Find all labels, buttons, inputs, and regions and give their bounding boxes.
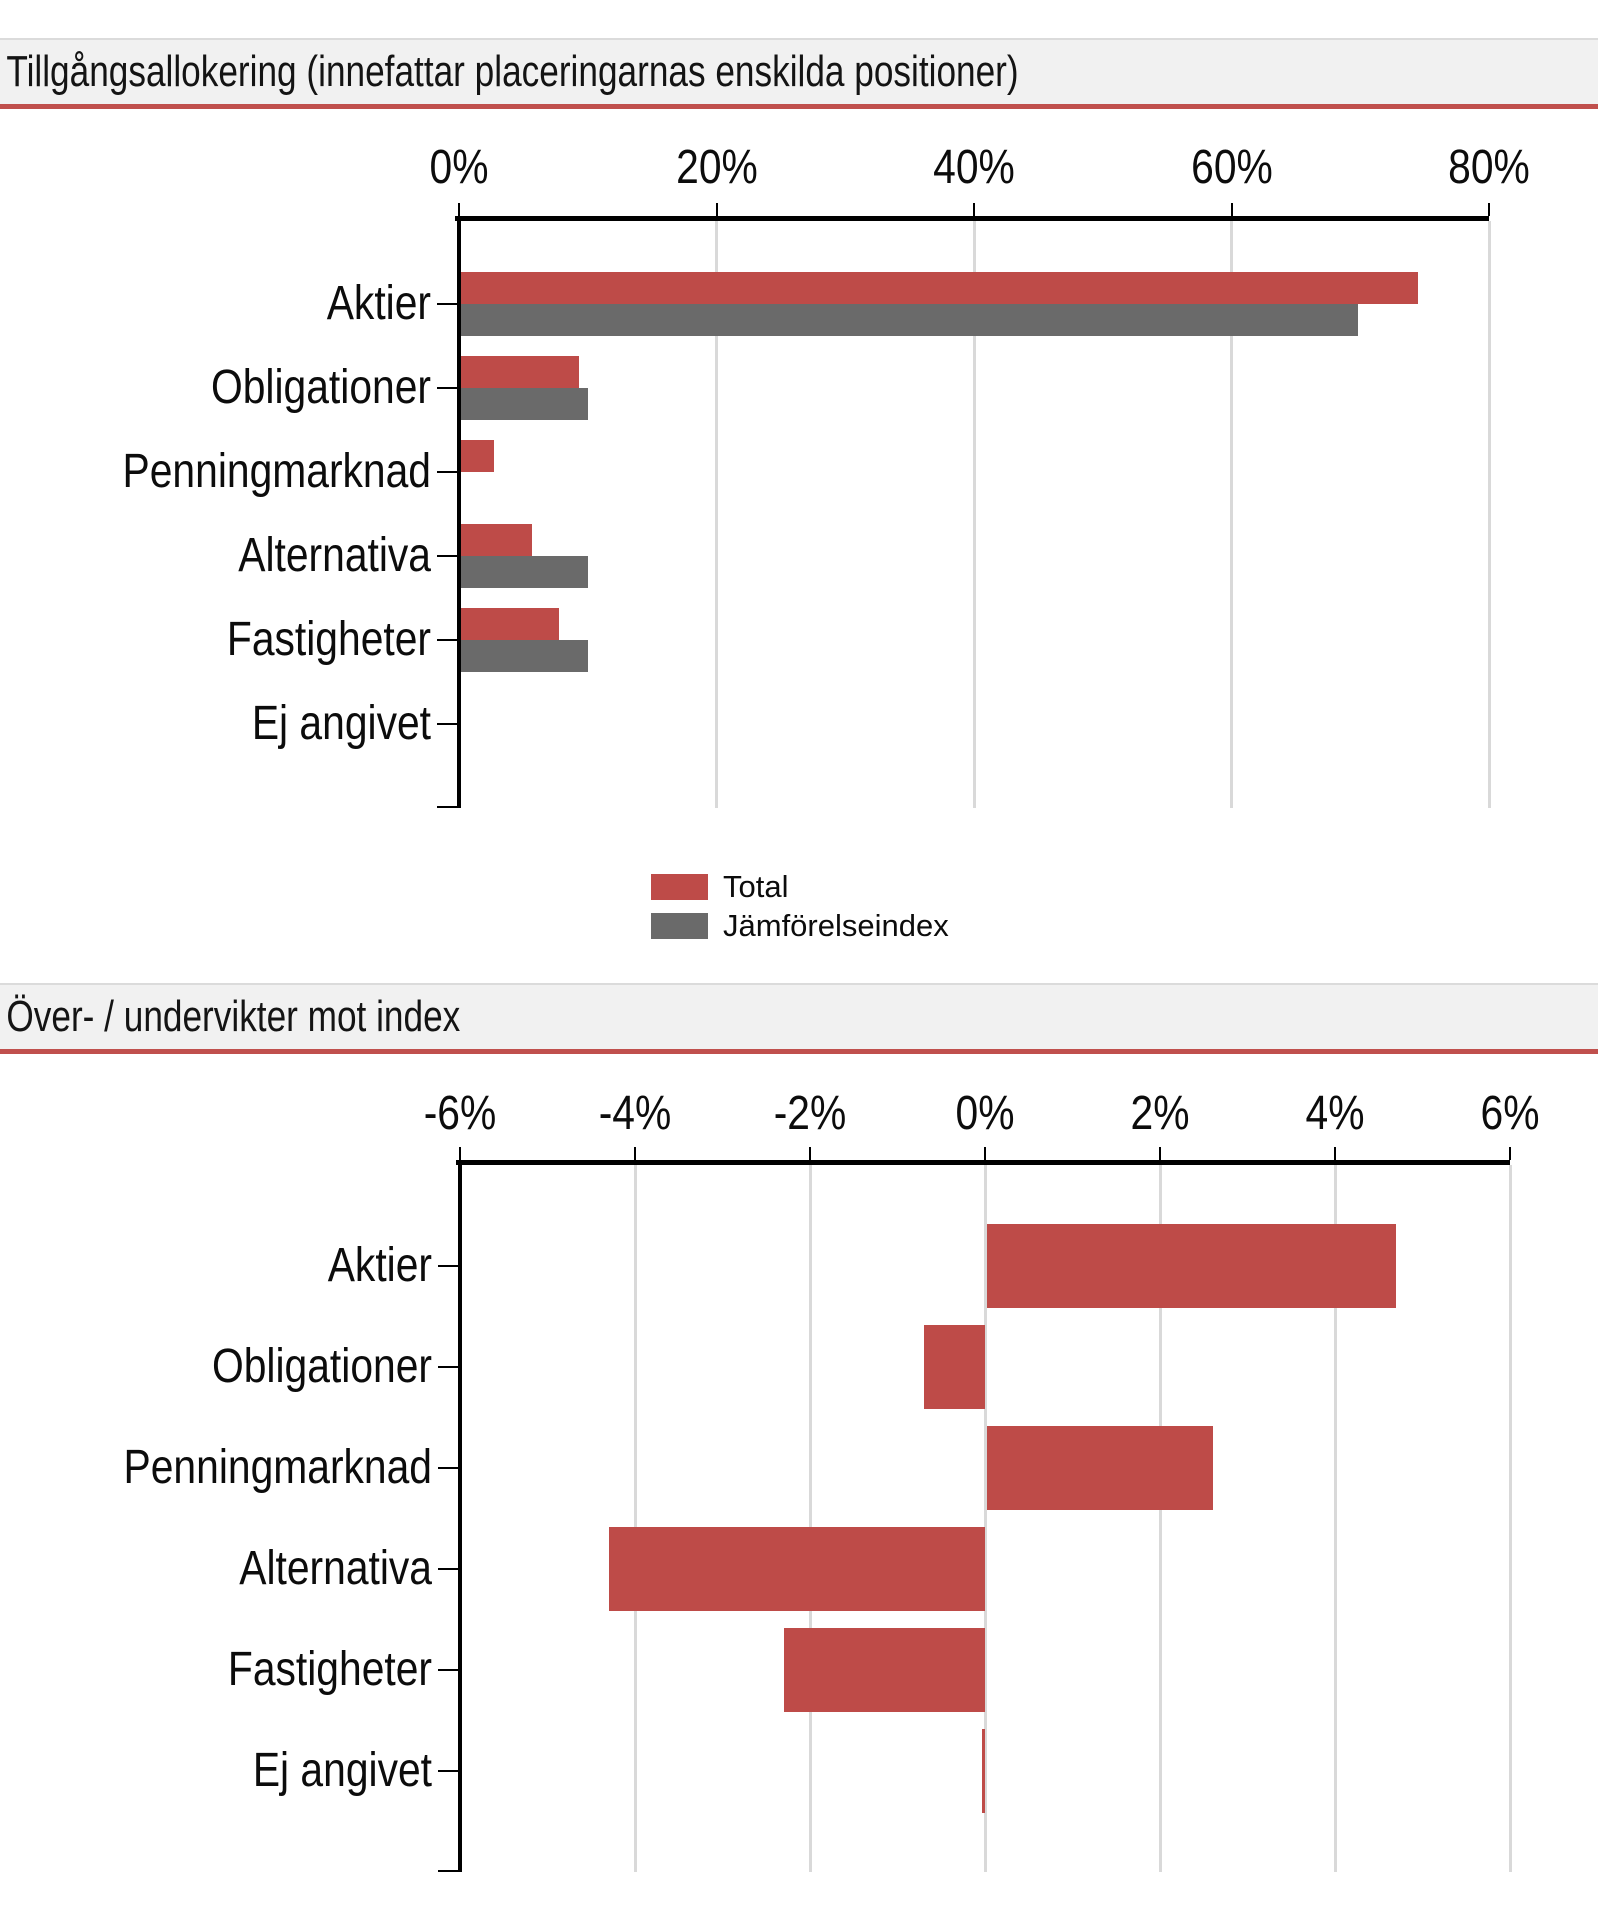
x-tick-label-2: 2% — [1130, 1087, 1190, 1140]
bar-aktier-j-mf-relseindex — [461, 304, 1358, 336]
y-axis-bottom-tick — [438, 1870, 460, 1872]
x-tick-label-4: 4% — [1305, 1087, 1365, 1140]
bar-ej-angivet-total — [982, 1729, 985, 1813]
category-tick-alternativa — [438, 1568, 460, 1570]
bar-obligationer-total — [461, 356, 579, 388]
category-label-obligationer: Obligationer — [211, 1340, 432, 1393]
x-tick-label-80: 80% — [1448, 141, 1530, 194]
category-label-alternativa: Alternativa — [239, 1542, 432, 1595]
bar-obligationer-j-mf-relseindex — [461, 388, 588, 420]
x-tick-mark-0 — [458, 203, 460, 216]
x-tick-mark-2 — [1159, 1147, 1161, 1160]
bar-penningmarknad-total — [987, 1426, 1213, 1510]
legend-item-index: Jämförelseindex — [651, 908, 949, 943]
category-tick-ej-angivet — [437, 723, 459, 725]
gridline-0 — [983, 1165, 987, 1872]
gridline-4 — [633, 1165, 637, 1872]
allocation-title-bar: Tillgångsallokering (innefattar placerin… — [0, 38, 1598, 109]
x-tick-label-40: 40% — [933, 141, 1015, 194]
x-tick-mark-60 — [1230, 203, 1233, 216]
bar-fastigheter-total — [783, 1628, 985, 1712]
x-tick-label-6: -6% — [423, 1087, 497, 1140]
x-tick-mark-20 — [715, 203, 718, 216]
category-label-penningmarknad: Penningmarknad — [123, 1441, 432, 1494]
bar-alternativa-total — [608, 1527, 985, 1611]
gridline-60 — [1230, 221, 1233, 808]
category-label-fastigheter: Fastigheter — [226, 613, 431, 666]
category-tick-penningmarknad — [437, 471, 459, 473]
category-tick-aktier — [437, 303, 459, 305]
x-tick-label-2: -2% — [773, 1087, 847, 1140]
category-tick-alternativa — [437, 555, 459, 557]
x-tick-label-60: 60% — [1190, 141, 1273, 194]
legend-label-total: Total — [723, 869, 789, 904]
overweight-title: Över- / undervikter mot index — [6, 992, 461, 1041]
y-axis-line — [458, 1160, 462, 1872]
index-series-swatch — [651, 913, 708, 939]
x-tick-mark-40 — [973, 203, 975, 216]
x-tick-label-0: 0% — [429, 141, 489, 194]
x-tick-label-4: -4% — [598, 1087, 672, 1140]
gridline-4 — [1333, 1165, 1337, 1872]
x-tick-mark-4 — [634, 1147, 636, 1160]
gridline-6 — [1508, 1165, 1512, 1872]
allocation-title: Tillgångsallokering (innefattar placerin… — [6, 47, 1019, 96]
category-label-aktier: Aktier — [327, 1239, 432, 1292]
x-tick-label-0: 0% — [955, 1087, 1015, 1140]
x-axis-line — [455, 216, 1489, 221]
legend-label-index: Jämförelseindex — [723, 908, 949, 943]
gridline-2 — [1158, 1165, 1162, 1872]
category-label-fastigheter: Fastigheter — [227, 1643, 432, 1696]
total-series-swatch — [651, 874, 708, 900]
bar-fastigheter-j-mf-relseindex — [461, 640, 588, 672]
gridline-40 — [972, 221, 976, 808]
category-tick-penningmarknad — [438, 1467, 460, 1469]
x-tick-mark-4 — [1334, 1147, 1336, 1160]
category-label-ej-angivet: Ej angivet — [251, 697, 431, 750]
legend-item-total: Total — [651, 869, 949, 904]
bar-fastigheter-total — [461, 608, 560, 640]
bar-penningmarknad-total — [461, 440, 494, 472]
x-tick-label-6: 6% — [1480, 1087, 1540, 1140]
gridline-20 — [715, 221, 718, 808]
bar-aktier-total — [461, 272, 1419, 304]
gridline-80 — [1487, 221, 1491, 808]
category-tick-aktier — [438, 1265, 460, 1267]
category-label-aktier: Aktier — [326, 277, 431, 330]
bar-aktier-total — [987, 1224, 1397, 1308]
y-axis-line — [457, 216, 461, 808]
overweight-title-bar: Över- / undervikter mot index — [0, 983, 1598, 1054]
y-axis-bottom-tick — [437, 806, 459, 808]
category-tick-fastigheter — [437, 639, 459, 641]
gridline-2 — [808, 1165, 812, 1872]
bar-alternativa-total — [461, 524, 533, 556]
category-tick-ej-angivet — [438, 1770, 460, 1772]
x-tick-mark-6 — [1509, 1147, 1511, 1160]
category-tick-obligationer — [437, 387, 459, 389]
category-label-obligationer: Obligationer — [210, 361, 431, 414]
category-label-ej-angivet: Ej angivet — [252, 1744, 432, 1797]
category-tick-fastigheter — [438, 1669, 460, 1671]
bar-obligationer-total — [923, 1325, 985, 1409]
x-tick-mark-80 — [1488, 203, 1490, 216]
x-tick-mark-2 — [809, 1147, 811, 1160]
category-label-alternativa: Alternativa — [238, 529, 431, 582]
bar-alternativa-j-mf-relseindex — [461, 556, 588, 588]
x-tick-mark-0 — [984, 1147, 986, 1160]
category-tick-obligationer — [438, 1366, 460, 1368]
x-axis-line — [456, 1160, 1510, 1165]
x-tick-label-20: 20% — [675, 141, 758, 194]
x-tick-mark-6 — [459, 1147, 461, 1160]
category-label-penningmarknad: Penningmarknad — [122, 445, 431, 498]
chart-legend: Total Jämförelseindex — [651, 869, 949, 952]
